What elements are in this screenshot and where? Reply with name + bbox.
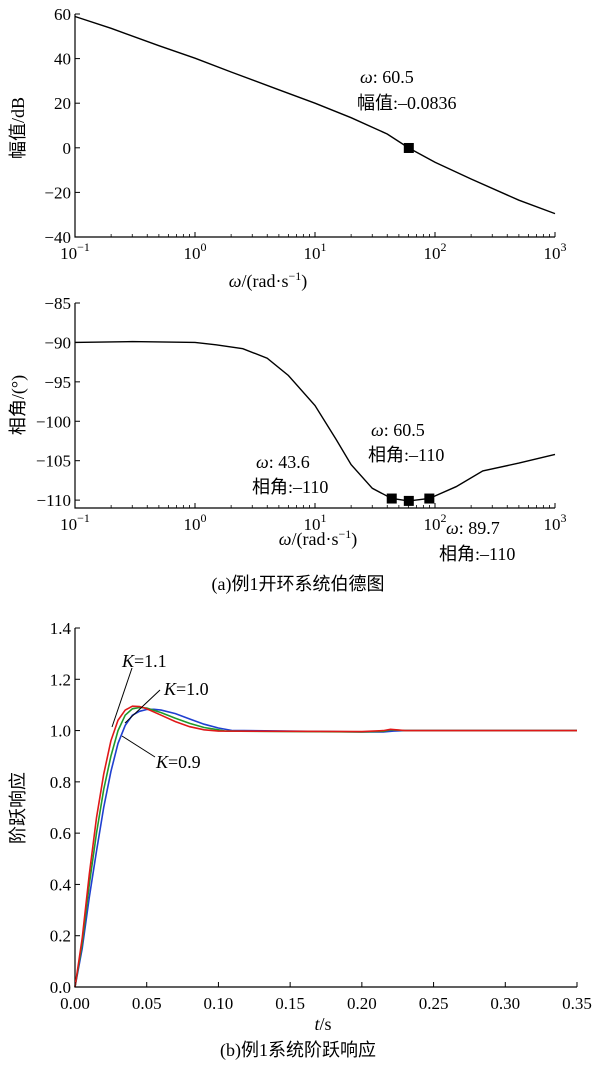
- xtick-label: 101: [304, 511, 327, 534]
- ytick-label: 1.0: [50, 722, 71, 741]
- phase-annotation-value-2: 相角:–110: [368, 445, 444, 465]
- ytick-label: −40: [44, 228, 71, 247]
- ytick-label: −95: [44, 373, 71, 392]
- xtick-label: 0.10: [204, 994, 234, 1013]
- xtick-label: 102: [424, 240, 447, 263]
- xtick-label: 0.35: [562, 994, 592, 1013]
- xtick-label: 0.25: [419, 994, 449, 1013]
- xtick-label: 0.15: [275, 994, 305, 1013]
- magnitude-xlabel: ω/(rad·s−1): [229, 269, 307, 292]
- phase-curve: [74, 340, 556, 502]
- xtick-label: 101: [304, 240, 327, 263]
- phase-annotation-omega-3: ω: 89.7: [446, 518, 500, 538]
- series-line-11: [74, 705, 577, 988]
- ytick-label: 0.4: [50, 875, 72, 894]
- ytick-label: −90: [44, 333, 71, 352]
- phase-ylabel: 相角/(°): [8, 375, 29, 435]
- phase-xlabel: ω/(rad·s−1): [279, 527, 357, 550]
- ytick-label: 60: [54, 5, 71, 24]
- step-response-plot: 0.0 0.2 0.4 0.6 0.8 1.0 1.2 1.4 0.00 0.05 0.10 0.15…: [8, 619, 592, 1034]
- magnitude-plot: −40 −20 0 20 40 60 10−1 100 101 102 103 ω: 60.5 幅值…: [8, 5, 567, 292]
- data-marker: [403, 142, 414, 153]
- caption-a: (a)例1开环系统伯德图: [212, 574, 385, 595]
- ytick-label: 1.4: [50, 619, 72, 638]
- label-leader-k10: [124, 689, 161, 724]
- ytick-label: −85: [44, 294, 71, 313]
- ytick-label: −105: [36, 452, 71, 471]
- series-line-09: [74, 708, 577, 988]
- ytick-label: 20: [54, 94, 71, 113]
- step-xlabel: t/s: [314, 1014, 331, 1034]
- xtick-label: 0.20: [347, 994, 377, 1013]
- xtick-label: 0.30: [490, 994, 520, 1013]
- xtick-label: 10−1: [60, 240, 90, 263]
- xtick-label: 0.00: [60, 994, 90, 1013]
- xtick-label: 100: [184, 240, 207, 263]
- ytick-label: 0.2: [50, 927, 71, 946]
- xtick-label: 0.05: [132, 994, 162, 1013]
- phase-annotation-omega-2: ω: 60.5: [371, 420, 425, 440]
- xtick-label: 102: [424, 511, 447, 534]
- magnitude-curve: [74, 15, 556, 215]
- ytick-label: 40: [54, 50, 71, 69]
- label-k09: K=0.9: [155, 752, 201, 772]
- step-ylabel: 阶跃响应: [8, 772, 28, 844]
- data-marker: [424, 493, 435, 504]
- ytick-label: 0: [63, 139, 72, 158]
- ytick-label: −20: [44, 183, 71, 202]
- xtick-label: 103: [544, 240, 567, 263]
- label-k10: K=1.0: [163, 679, 209, 699]
- phase-annotation-omega-1: ω: 43.6: [256, 452, 310, 472]
- xtick-label: 100: [184, 511, 207, 534]
- ytick-label: 0.6: [50, 824, 71, 843]
- label-k11: K=1.1: [121, 651, 167, 671]
- magnitude-ylabel: 幅值/dB: [8, 97, 28, 159]
- step-axes: [74, 628, 577, 988]
- ytick-label: −100: [36, 412, 71, 431]
- label-leader-k09: [121, 735, 156, 758]
- magnitude-annotation-value: 幅值:–0.0836: [357, 93, 457, 113]
- xtick-label: 103: [544, 511, 567, 534]
- data-marker: [386, 493, 397, 504]
- ytick-label: −110: [37, 491, 71, 510]
- ytick-label: 0.8: [50, 773, 71, 792]
- label-leader-k11: [111, 667, 133, 728]
- ytick-label: 0.0: [50, 978, 71, 997]
- xtick-label: 10−1: [60, 511, 90, 534]
- data-marker: [403, 495, 414, 506]
- phase-annotation-value-3: 相角:–110: [439, 544, 515, 564]
- series-line-10: [74, 706, 577, 988]
- phase-plot: −110 −105 −100 −95 −90 −85 10−1 100 101 102 103 ω:…: [8, 294, 567, 564]
- ytick-label: 1.2: [50, 670, 71, 689]
- phase-annotation-value-1: 相角:–110: [252, 477, 328, 497]
- magnitude-axes: [74, 14, 555, 238]
- caption-b: (b)例1系统阶跃响应: [220, 1040, 376, 1061]
- magnitude-annotation-omega: ω: 60.5: [360, 67, 414, 87]
